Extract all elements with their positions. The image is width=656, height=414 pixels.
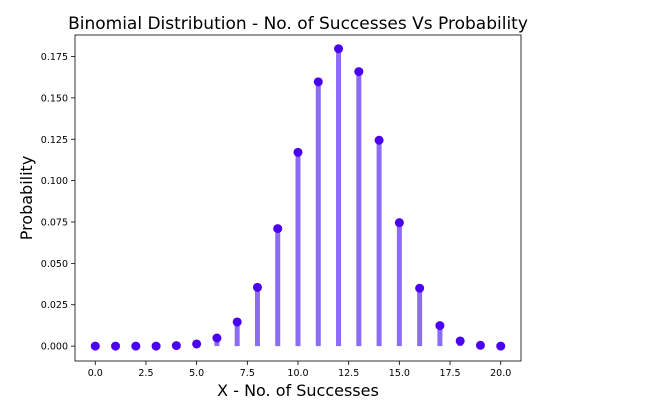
data-point	[313, 77, 323, 87]
x-tick-label: 2.5	[138, 368, 153, 379]
data-point	[354, 67, 364, 77]
data-point	[273, 224, 283, 234]
data-point	[212, 333, 222, 343]
data-point	[151, 341, 161, 351]
data-point	[475, 340, 485, 350]
data-point	[374, 135, 384, 145]
y-tick-label: 0.100	[41, 176, 68, 187]
data-point	[192, 339, 202, 349]
data-point	[171, 341, 181, 351]
x-axis: 0.0 2.5 5.0 7.5 10.0 12.5 15.0 17.5 20.0	[88, 361, 511, 379]
data-point	[415, 283, 425, 293]
data-point	[111, 341, 121, 351]
y-axis: 0.000 0.025 0.050 0.075 0.100 0.125 0.150 0.175	[41, 52, 75, 353]
x-tick-label: 12.5	[338, 368, 359, 379]
y-tick-label: 0.000	[41, 342, 68, 353]
y-tick-label: 0.175	[41, 52, 68, 63]
data-point	[252, 282, 262, 292]
data-point	[496, 341, 506, 351]
plot-area	[74, 34, 522, 362]
y-tick-label: 0.125	[41, 135, 68, 146]
x-tick-label: 20.0	[490, 368, 511, 379]
data-point	[394, 218, 404, 228]
y-tick-label: 0.075	[41, 217, 68, 228]
chart-title: Binomial Distribution - No. of Successes…	[68, 14, 528, 34]
x-axis-label: X - No. of Successes	[217, 381, 379, 400]
x-tick-label: 15.0	[389, 368, 410, 379]
y-tick-label: 0.050	[41, 259, 68, 270]
data-point	[131, 341, 141, 351]
data-point	[232, 317, 242, 327]
y-axis-label: Probability	[17, 156, 36, 241]
x-tick-label: 0.0	[88, 368, 103, 379]
x-tick-label: 7.5	[240, 368, 255, 379]
data-point	[334, 44, 344, 54]
data-point	[435, 321, 445, 331]
x-tick-label: 5.0	[189, 368, 204, 379]
data-point	[455, 336, 465, 346]
y-tick-label: 0.150	[41, 93, 68, 104]
y-tick-label: 0.025	[41, 300, 68, 311]
x-tick-label: 17.5	[439, 368, 460, 379]
x-tick-label: 10.0	[287, 368, 308, 379]
data-point	[293, 147, 303, 157]
data-point	[90, 341, 100, 351]
